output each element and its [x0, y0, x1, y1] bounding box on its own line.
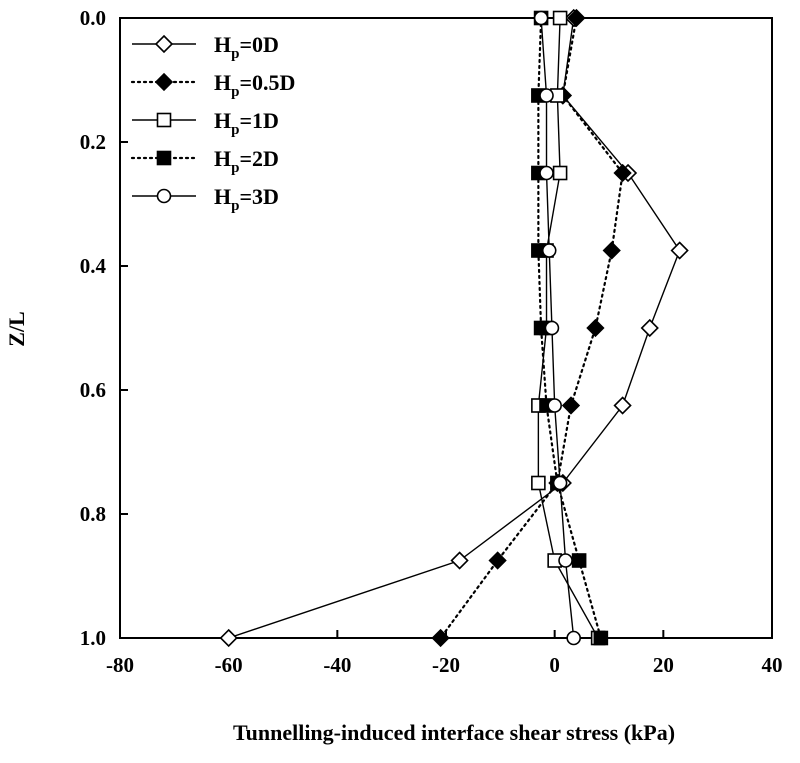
legend-marker — [154, 34, 174, 54]
data-point — [539, 165, 554, 181]
x-tick-label: -40 — [323, 653, 351, 677]
legend-entry-3: Hp=1D — [132, 108, 279, 138]
data-point — [670, 241, 689, 260]
legend-label: Hp=0.5D — [214, 70, 295, 100]
x-tick-label: 40 — [762, 653, 783, 677]
data-point — [613, 396, 632, 415]
y-tick-label: 0.0 — [80, 6, 106, 30]
series-5 — [533, 10, 581, 646]
legend-marker — [154, 72, 174, 92]
data-point — [552, 475, 568, 491]
data-point — [431, 628, 450, 648]
data-point — [533, 10, 549, 26]
series-line — [439, 16, 624, 640]
y-axis-label: Z/L — [4, 311, 29, 346]
series-1 — [219, 8, 689, 648]
legend-entry-4: Hp=2D — [130, 146, 279, 176]
axes: -80 -60 -40 -20 0 20 40 0.0 0.2 0.4 0.6 0.8 1.0 — [80, 6, 783, 677]
data-point — [613, 163, 632, 183]
data-point — [552, 165, 568, 181]
data-point — [567, 8, 586, 28]
data-point — [571, 553, 587, 568]
legend-label: Hp=3D — [214, 184, 279, 214]
data-point — [593, 630, 609, 646]
legend-entry-5: Hp=3D — [132, 184, 279, 214]
x-tick-label: 0 — [549, 653, 560, 677]
y-tick-label: 0.4 — [80, 254, 107, 278]
data-point — [586, 318, 605, 338]
legend-label: Hp=2D — [214, 146, 279, 176]
y-tick-label: 0.6 — [80, 378, 106, 402]
x-tick-label: -20 — [432, 653, 460, 677]
data-point — [561, 396, 581, 415]
series-line — [228, 17, 681, 639]
x-tick-label: -60 — [215, 653, 243, 677]
data-point — [450, 551, 469, 570]
series-line — [537, 16, 602, 640]
legend-label: Hp=0D — [214, 32, 279, 62]
y-tick-label: 0.8 — [80, 502, 106, 526]
x-tick-label: -80 — [106, 653, 134, 677]
series-2 — [431, 8, 632, 648]
legend-marker — [156, 150, 172, 166]
data-point — [539, 88, 554, 103]
x-axis-label: Tunnelling-induced interface shear stres… — [233, 720, 675, 745]
data-point — [541, 243, 557, 258]
legend-entry-1: Hp=0D — [132, 32, 279, 62]
legend-entry-2: Hp=0.5D — [130, 70, 295, 100]
data-point — [488, 551, 507, 570]
y-tick-label: 0.2 — [80, 130, 106, 154]
data-point — [531, 475, 546, 491]
data-point — [544, 320, 560, 336]
data-point — [547, 398, 562, 413]
legend-marker — [156, 112, 172, 128]
data-point — [552, 10, 568, 26]
legend-marker — [156, 188, 172, 204]
data-point — [640, 318, 659, 338]
data-point — [558, 553, 573, 568]
legend: Hp=0D Hp=0.5D Hp=1D Hp=2D Hp=3D — [130, 32, 295, 214]
data-point — [219, 628, 238, 648]
data-point — [566, 630, 581, 646]
x-tick-label: 20 — [653, 653, 674, 677]
y-tick-label: 1.0 — [80, 626, 106, 650]
legend-label: Hp=1D — [214, 108, 279, 138]
data-point — [602, 241, 621, 260]
series-layer — [219, 8, 689, 648]
